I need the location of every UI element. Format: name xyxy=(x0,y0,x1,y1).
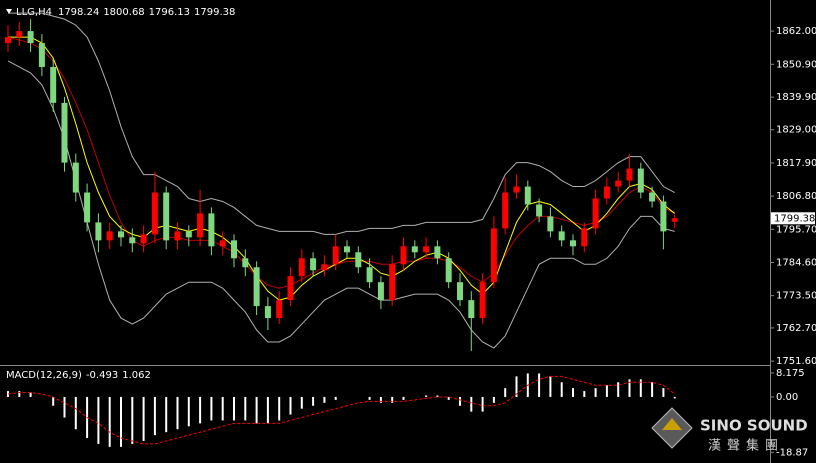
price-tag: 1799.38 xyxy=(774,213,815,224)
candle-body xyxy=(536,204,543,217)
macd-main-value: -0.493 xyxy=(86,370,118,381)
candle-body xyxy=(332,246,339,265)
menu-arrow[interactable] xyxy=(6,9,12,14)
candle-body xyxy=(27,31,34,44)
y-tick-label: -18.87 xyxy=(776,447,808,458)
candle-body xyxy=(389,264,396,301)
candle-body xyxy=(671,218,678,222)
macd-signal-value: 1.062 xyxy=(122,370,151,381)
candle-body xyxy=(208,213,215,247)
y-tick-label: 0.00 xyxy=(776,392,798,403)
candle-body xyxy=(185,231,192,238)
candle-body xyxy=(140,234,147,244)
candle-body xyxy=(377,282,384,301)
candle-body xyxy=(163,192,170,241)
y-tick-label: 8.175 xyxy=(776,368,805,379)
candle-body xyxy=(174,231,181,241)
candle-body xyxy=(129,237,136,244)
candle-body xyxy=(151,192,158,235)
candle-body xyxy=(276,300,283,319)
symbol: LLG,H4 xyxy=(16,7,52,18)
y-tick-label: 1850.90 xyxy=(776,59,816,70)
candle-body xyxy=(603,186,610,199)
candle-body xyxy=(72,162,79,193)
candle-body xyxy=(298,258,305,277)
candle-body xyxy=(660,201,667,232)
candle-body xyxy=(61,102,68,163)
indicator-line xyxy=(7,375,676,445)
candle-body xyxy=(355,252,362,268)
candle-body xyxy=(242,258,249,268)
y-tick-label: 1806.80 xyxy=(776,191,816,202)
candle-body xyxy=(468,300,475,319)
candle-body xyxy=(637,168,644,193)
y-tick-label: 1784.60 xyxy=(776,257,816,268)
candle-body xyxy=(253,267,260,307)
indicator-line xyxy=(8,36,676,301)
candle-body xyxy=(287,276,294,301)
macd-header: MACD(12,26,9) -0.493 1.062 xyxy=(6,370,151,381)
logo-chinese: 漢聲集團 xyxy=(708,438,784,454)
candle-body xyxy=(570,240,576,247)
candle-body xyxy=(445,258,452,283)
candle-body xyxy=(5,37,11,44)
candle-body xyxy=(626,168,633,181)
logo-name: SINO SOUND xyxy=(700,417,808,435)
candle-body xyxy=(118,231,124,238)
candle-body xyxy=(502,192,509,229)
candle-body xyxy=(84,192,91,223)
candle-body xyxy=(106,231,113,241)
y-tick-label: 1839.90 xyxy=(776,92,816,103)
candle-body xyxy=(321,264,328,271)
candle-body xyxy=(479,282,486,319)
candle-body xyxy=(558,231,565,241)
y-tick-label: 1751.60 xyxy=(776,356,816,367)
y-tick-label: 1773.50 xyxy=(776,291,816,302)
candle-body xyxy=(344,246,350,253)
candle-body xyxy=(400,246,407,265)
header-open: 1798.24 xyxy=(58,7,99,18)
candle-body xyxy=(197,213,204,238)
candle-body xyxy=(581,228,588,247)
candle-body xyxy=(310,258,317,271)
candle-body xyxy=(366,267,373,283)
y-tick-label: 1817.90 xyxy=(776,158,816,169)
logo: SINO SOUND 漢聲集團 xyxy=(651,407,808,454)
candle-body xyxy=(434,246,441,259)
macd-title: MACD(12,26,9) xyxy=(6,370,82,381)
y-tick-label: 1829.00 xyxy=(776,125,816,136)
indicator-line xyxy=(7,36,675,289)
indicator-line xyxy=(8,12,675,235)
y-tick-label: 1862.00 xyxy=(776,26,816,37)
candle-body xyxy=(16,31,23,38)
chart-header: LLG,H4 1798.24 1800.68 1796.13 1799.38 xyxy=(16,7,235,18)
logo-mark xyxy=(662,418,682,430)
candle-body xyxy=(411,246,418,253)
candle-body xyxy=(524,186,531,205)
y-tick-label: 1795.70 xyxy=(776,224,816,235)
candle-body xyxy=(513,186,520,193)
candle-body xyxy=(615,180,622,187)
candle-body xyxy=(649,192,656,202)
candle-body xyxy=(264,306,271,319)
indicator-line xyxy=(7,60,675,349)
candle-body xyxy=(50,66,57,103)
header-close: 1799.38 xyxy=(194,7,235,18)
candle-body xyxy=(231,240,237,259)
price-tag-box xyxy=(771,212,815,225)
candle-body xyxy=(547,216,554,232)
candle-body xyxy=(95,222,102,241)
candle-body xyxy=(490,228,497,283)
candle-body xyxy=(592,198,599,229)
header-low: 1796.13 xyxy=(149,7,190,18)
candle-body xyxy=(38,43,45,67)
candle-body xyxy=(457,282,463,301)
candle-body xyxy=(219,240,226,247)
candle-body xyxy=(423,246,430,253)
y-tick-label: 1762.70 xyxy=(776,323,816,334)
header-high: 1800.68 xyxy=(103,7,144,18)
